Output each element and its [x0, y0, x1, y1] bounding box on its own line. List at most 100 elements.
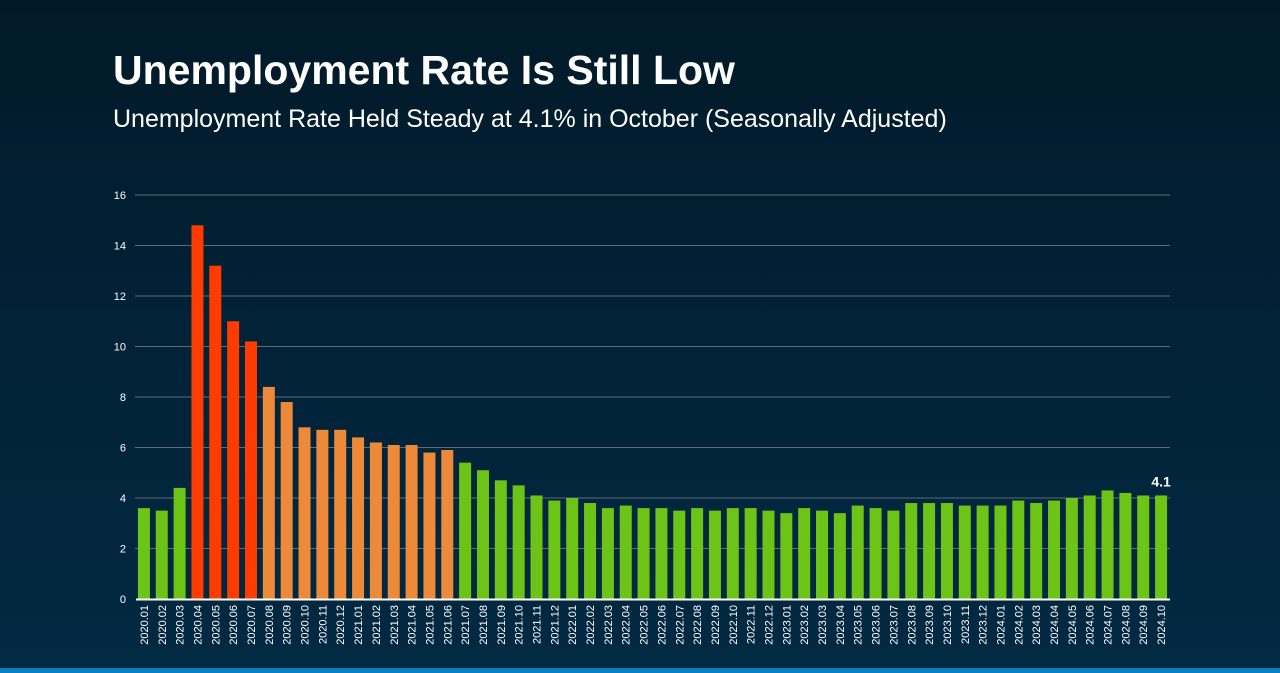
x-tick-label: 2023.08: [906, 605, 918, 645]
x-tick-label: 2020.12: [335, 605, 347, 645]
x-tick-label: 2020.07: [246, 605, 258, 645]
x-tick-label: 2020.09: [282, 605, 294, 645]
bar-2020.01: [137, 508, 150, 599]
x-tick-label: 2020.05: [210, 605, 222, 645]
x-tick-label: 2021.09: [496, 605, 508, 645]
bar-2024.01: [994, 505, 1007, 599]
x-tick-label: 2020.01: [139, 605, 151, 645]
bar-2024.10: [1155, 495, 1168, 599]
bar-2023.09: [923, 503, 936, 599]
bar-2022.11: [744, 508, 757, 599]
bar-2022.07: [673, 510, 686, 599]
bar-2022.10: [726, 508, 739, 599]
x-tick-label: 2021.05: [424, 605, 436, 645]
x-tick-label: 2024.03: [1031, 605, 1043, 645]
bar-2024.06: [1083, 495, 1096, 599]
x-tick-label: 2023.07: [888, 605, 900, 645]
x-tick-label: 2020.02: [157, 605, 169, 645]
bar-2020.12: [334, 429, 347, 599]
x-tick-label: 2021.07: [460, 605, 472, 645]
y-tick-label: 6: [120, 443, 126, 455]
bar-2021.04: [405, 444, 418, 599]
x-tick-label: 2020.04: [192, 605, 204, 645]
x-tick-label: 2021.03: [389, 605, 401, 645]
x-tick-label: 2021.12: [549, 605, 561, 645]
x-tick-label: 2022.10: [728, 605, 740, 645]
x-tick-label: 2024.06: [1085, 605, 1097, 645]
x-tick-label: 2024.08: [1120, 605, 1132, 645]
y-tick-label: 2: [120, 544, 126, 556]
bar-2022.01: [566, 498, 579, 599]
x-tick-label: 2023.02: [799, 605, 811, 645]
gridlines: [135, 194, 1170, 549]
y-axis-ticks: 0 2 4 6 8 10 12 14 16: [114, 190, 126, 606]
y-tick-label: 4: [120, 493, 126, 505]
bar-2024.07: [1101, 490, 1114, 599]
x-tick-label: 2024.09: [1138, 605, 1150, 645]
x-tick-label: 2021.01: [353, 605, 365, 645]
bar-2020.03: [173, 487, 186, 599]
bar-2023.06: [869, 508, 882, 599]
bar-2023.11: [958, 505, 971, 599]
x-tick-label: 2023.09: [924, 605, 936, 645]
bar-2021.06: [441, 450, 454, 599]
x-tick-label: 2020.03: [175, 605, 187, 645]
x-tick-label: 2022.06: [656, 605, 668, 645]
chart-subtitle: Unemployment Rate Held Steady at 4.1% in…: [113, 105, 947, 133]
x-tick-label: 2020.11: [317, 605, 329, 644]
bar-2020.11: [316, 429, 329, 599]
x-tick-label: 2022.07: [674, 605, 686, 645]
bar-2020.10: [298, 427, 311, 599]
x-tick-label: 2021.10: [514, 605, 526, 645]
y-tick-label: 8: [120, 392, 126, 404]
y-tick-label: 16: [114, 190, 126, 202]
chart-title: Unemployment Rate Is Still Low: [113, 47, 735, 93]
bar-2020.02: [155, 510, 168, 599]
bar-2023.02: [798, 508, 811, 599]
bar-2023.01: [780, 513, 793, 599]
bars: [137, 225, 1168, 600]
x-tick-label: 2022.08: [692, 605, 704, 645]
bar-2020.04: [191, 225, 204, 600]
bar-2024.09: [1137, 495, 1150, 599]
x-tick-label: 2023.06: [871, 605, 883, 645]
bar-2024.08: [1119, 492, 1132, 599]
x-tick-label: 2022.03: [603, 605, 615, 645]
x-tick-label: 2021.04: [407, 605, 419, 645]
bar-2023.08: [905, 503, 918, 599]
bar-2021.05: [423, 452, 436, 599]
bar-2021.12: [548, 500, 561, 599]
y-tick-label: 0: [120, 594, 126, 606]
bar-2023.07: [887, 510, 900, 599]
bar-2022.03: [601, 508, 614, 599]
y-tick-label: 14: [114, 241, 126, 253]
x-tick-label: 2023.11: [960, 605, 972, 644]
bar-2021.08: [476, 470, 489, 599]
bar-2022.04: [619, 505, 632, 599]
bar-2021.07: [459, 462, 472, 599]
bar-2020.08: [262, 386, 275, 599]
x-tick-label: 2021.11: [532, 605, 544, 644]
x-tick-label: 2020.06: [228, 605, 240, 645]
bar-2020.05: [209, 265, 222, 599]
x-tick-label: 2022.12: [763, 605, 775, 645]
data-label-2024.10: 4.1: [1151, 473, 1171, 489]
x-tick-label: 2021.08: [478, 605, 490, 645]
bar-2023.12: [976, 505, 989, 599]
bar-2024.05: [1065, 498, 1078, 599]
bar-2021.03: [387, 444, 400, 599]
x-tick-label: 2020.10: [300, 605, 312, 645]
x-tick-label: 2021.06: [442, 605, 454, 645]
bar-2021.10: [512, 485, 525, 599]
bar-2022.09: [708, 510, 721, 599]
x-tick-label: 2024.04: [1049, 605, 1061, 645]
x-tick-label: 2021.02: [371, 605, 383, 645]
bar-2024.02: [1012, 500, 1025, 599]
bar-2022.12: [762, 510, 775, 599]
bar-2023.04: [833, 513, 846, 599]
x-tick-label: 2022.01: [567, 605, 579, 645]
x-tick-label: 2024.02: [1013, 605, 1025, 645]
x-tick-label: 2024.05: [1067, 605, 1079, 645]
bar-2021.09: [494, 480, 507, 599]
bar-2022.05: [637, 508, 650, 599]
